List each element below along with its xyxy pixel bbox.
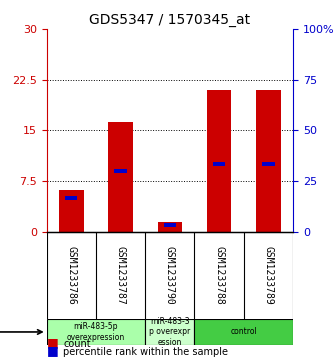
Text: miR-483-5p
overexpression: miR-483-5p overexpression [67,322,125,342]
Bar [164,223,176,227]
Bar [108,122,133,232]
Bar [158,222,182,232]
Bar [207,90,231,232]
Text: protocol: protocol [0,327,42,337]
Text: percentile rank within the sample: percentile rank within the sample [63,347,228,358]
Text: ■: ■ [47,344,58,357]
FancyBboxPatch shape [194,319,293,345]
FancyBboxPatch shape [145,319,194,345]
Text: miR-483-3
p overexpr
ession: miR-483-3 p overexpr ession [149,317,190,347]
Text: ■: ■ [47,336,58,349]
Text: GSM1233789: GSM1233789 [263,246,273,305]
Title: GDS5347 / 1570345_at: GDS5347 / 1570345_at [89,13,250,26]
Text: GSM1233788: GSM1233788 [214,246,224,305]
Bar [65,196,77,200]
Bar [213,162,225,166]
Bar [59,190,84,232]
Bar [262,162,275,166]
Text: GSM1233786: GSM1233786 [66,246,76,305]
FancyBboxPatch shape [47,319,145,345]
Text: GSM1233790: GSM1233790 [165,246,175,305]
Text: GSM1233787: GSM1233787 [116,246,126,305]
Text: control: control [230,327,257,337]
Bar [256,90,281,232]
Text: count: count [63,339,91,350]
Bar [115,169,127,173]
